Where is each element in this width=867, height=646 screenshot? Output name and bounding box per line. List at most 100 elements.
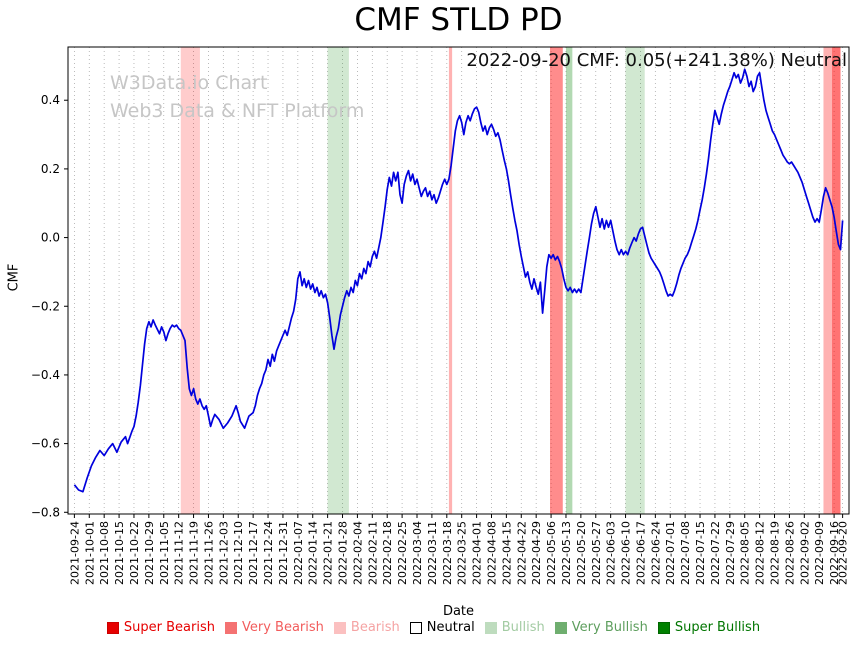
legend-item-bullish: Bullish: [484, 620, 545, 635]
x-tick-label: 2021-10-08: [98, 521, 111, 585]
x-tick-label: 2022-06-10: [620, 521, 633, 585]
x-tick-label: 2022-09-02: [798, 521, 811, 585]
y-tick-label: 0.2: [41, 162, 60, 176]
y-tick-label: −0.8: [31, 505, 60, 519]
x-tick-label: 2022-03-04: [411, 521, 424, 585]
x-tick-label: 2021-10-15: [113, 521, 126, 585]
y-tick-label: −0.6: [31, 437, 60, 451]
legend-label-bullish: Bullish: [501, 620, 545, 635]
legend-label-super-bullish: Super Bullish: [674, 620, 761, 635]
x-tick-label: 2021-11-12: [173, 521, 186, 585]
band-bullish: [625, 47, 645, 514]
x-tick-label: 2022-07-29: [724, 521, 737, 585]
legend-label-super-bearish: Super Bearish: [123, 620, 215, 635]
x-tick-label: 2022-05-13: [560, 521, 573, 585]
band-very-bearish: [831, 47, 841, 514]
x-tick-label: 2021-12-17: [247, 521, 260, 585]
band-very-bearish: [550, 47, 563, 514]
y-tick-label: 0.4: [41, 93, 60, 107]
band-bullish: [565, 47, 573, 514]
x-tick-label: 2021-11-26: [202, 521, 215, 585]
x-axis-label: Date: [442, 604, 475, 619]
y-tick-label: −0.4: [31, 368, 60, 382]
x-tick-label: 2022-02-04: [351, 521, 364, 585]
x-tick-label: 2022-08-26: [783, 521, 796, 585]
legend-item-very-bullish: Very Bullish: [554, 620, 648, 635]
y-tick-label: −0.2: [31, 299, 60, 313]
legend: Super Bearish Very Bearish Bearish Neutral B…: [0, 620, 867, 635]
legend-swatch-super-bearish: [106, 621, 119, 634]
x-tick-label: 2021-11-05: [158, 521, 171, 585]
watermark: W3Data.io Chart Web3 Data & NFT Platform: [110, 70, 364, 125]
x-tick-label: 2022-04-22: [515, 521, 528, 585]
x-tick-label: 2021-12-24: [262, 521, 275, 585]
x-tick-label: 2022-08-19: [769, 521, 782, 585]
x-tick-label: 2022-04-29: [530, 521, 543, 585]
x-tick-label: 2021-12-31: [277, 521, 290, 585]
legend-label-very-bearish: Very Bearish: [242, 620, 324, 635]
x-tick-label: 2022-04-01: [471, 521, 484, 585]
legend-swatch-super-bullish: [657, 621, 670, 634]
x-tick-label: 2021-10-29: [143, 521, 156, 585]
band-very-bearish: [823, 47, 832, 514]
x-tick-label: 2022-01-21: [322, 521, 335, 585]
plot-border: [67, 46, 850, 515]
watermark-line1: W3Data.io Chart: [110, 72, 268, 94]
legend-label-neutral: Neutral: [426, 620, 475, 635]
x-tick-label: 2022-05-27: [590, 521, 603, 585]
x-tick-label: 2022-03-25: [456, 521, 469, 585]
x-tick-label: 2022-07-08: [679, 521, 692, 585]
x-tick-label: 2022-02-11: [366, 521, 379, 585]
x-tick-label: 2022-03-11: [426, 521, 439, 585]
x-tick-label: 2022-07-22: [709, 521, 722, 585]
x-tick-label: 2021-09-24: [68, 521, 81, 585]
legend-label-very-bullish: Very Bullish: [571, 620, 648, 635]
band-bearish: [448, 47, 453, 514]
x-tick-label: 2021-11-19: [188, 521, 201, 585]
watermark-line2: Web3 Data & NFT Platform: [110, 99, 365, 122]
legend-item-super-bearish: Super Bearish: [106, 620, 215, 635]
x-tick-label: 2022-06-03: [605, 521, 618, 585]
x-tick-label: 2022-07-01: [664, 521, 677, 585]
legend-item-super-bullish: Super Bullish: [657, 620, 761, 635]
x-tick-label: 2022-06-17: [634, 521, 647, 585]
x-tick-label: 2021-12-03: [217, 521, 230, 585]
legend-swatch-bullish: [484, 621, 497, 634]
x-tick-label: 2022-07-15: [694, 521, 707, 585]
legend-swatch-bearish: [333, 621, 346, 634]
x-tick-label: 2022-04-15: [500, 521, 513, 585]
x-tick-label: 2022-01-28: [337, 521, 350, 585]
legend-item-bearish: Bearish: [333, 620, 400, 635]
band-bullish: [327, 47, 349, 514]
legend-swatch-very-bullish: [554, 621, 567, 634]
x-tick-label: 2021-12-10: [232, 521, 245, 585]
latest-value-annotation: 2022-09-20 CMF: 0.05(+241.38%) Neutral: [466, 50, 847, 71]
page-title: CMF STLD PD: [354, 2, 563, 38]
x-tick-label: 2022-01-07: [292, 521, 305, 585]
x-tick-label: 2022-09-16: [828, 521, 841, 585]
legend-item-very-bearish: Very Bearish: [225, 620, 324, 635]
x-tick-label: 2022-02-18: [381, 521, 394, 585]
x-tick-label: 2022-03-18: [441, 521, 454, 585]
x-tick-label: 2022-02-25: [396, 521, 409, 585]
x-tick-label: 2022-05-20: [575, 521, 588, 585]
legend-item-neutral: Neutral: [409, 620, 475, 635]
x-tick-label: 2022-05-06: [545, 521, 558, 585]
legend-swatch-neutral: [409, 621, 422, 634]
x-tick-label: 2021-10-22: [128, 521, 141, 585]
x-tick-label: 2022-04-08: [485, 521, 498, 585]
x-tick-label: 2021-10-01: [83, 521, 96, 585]
y-tick-label: 0.0: [41, 231, 60, 245]
x-tick-label: 2022-09-09: [813, 521, 826, 585]
x-tick-label: 2022-08-05: [739, 521, 752, 585]
y-axis-label: CMF: [6, 263, 22, 292]
x-tick-label: 2022-01-14: [307, 521, 320, 585]
x-tick-label: 2022-09-20: [837, 521, 850, 585]
x-tick-label: 2022-08-12: [754, 521, 767, 585]
cmf-line: [73, 68, 844, 493]
legend-swatch-very-bearish: [225, 621, 237, 634]
legend-label-bearish: Bearish: [350, 620, 400, 635]
x-tick-label: 2022-06-24: [649, 521, 662, 585]
